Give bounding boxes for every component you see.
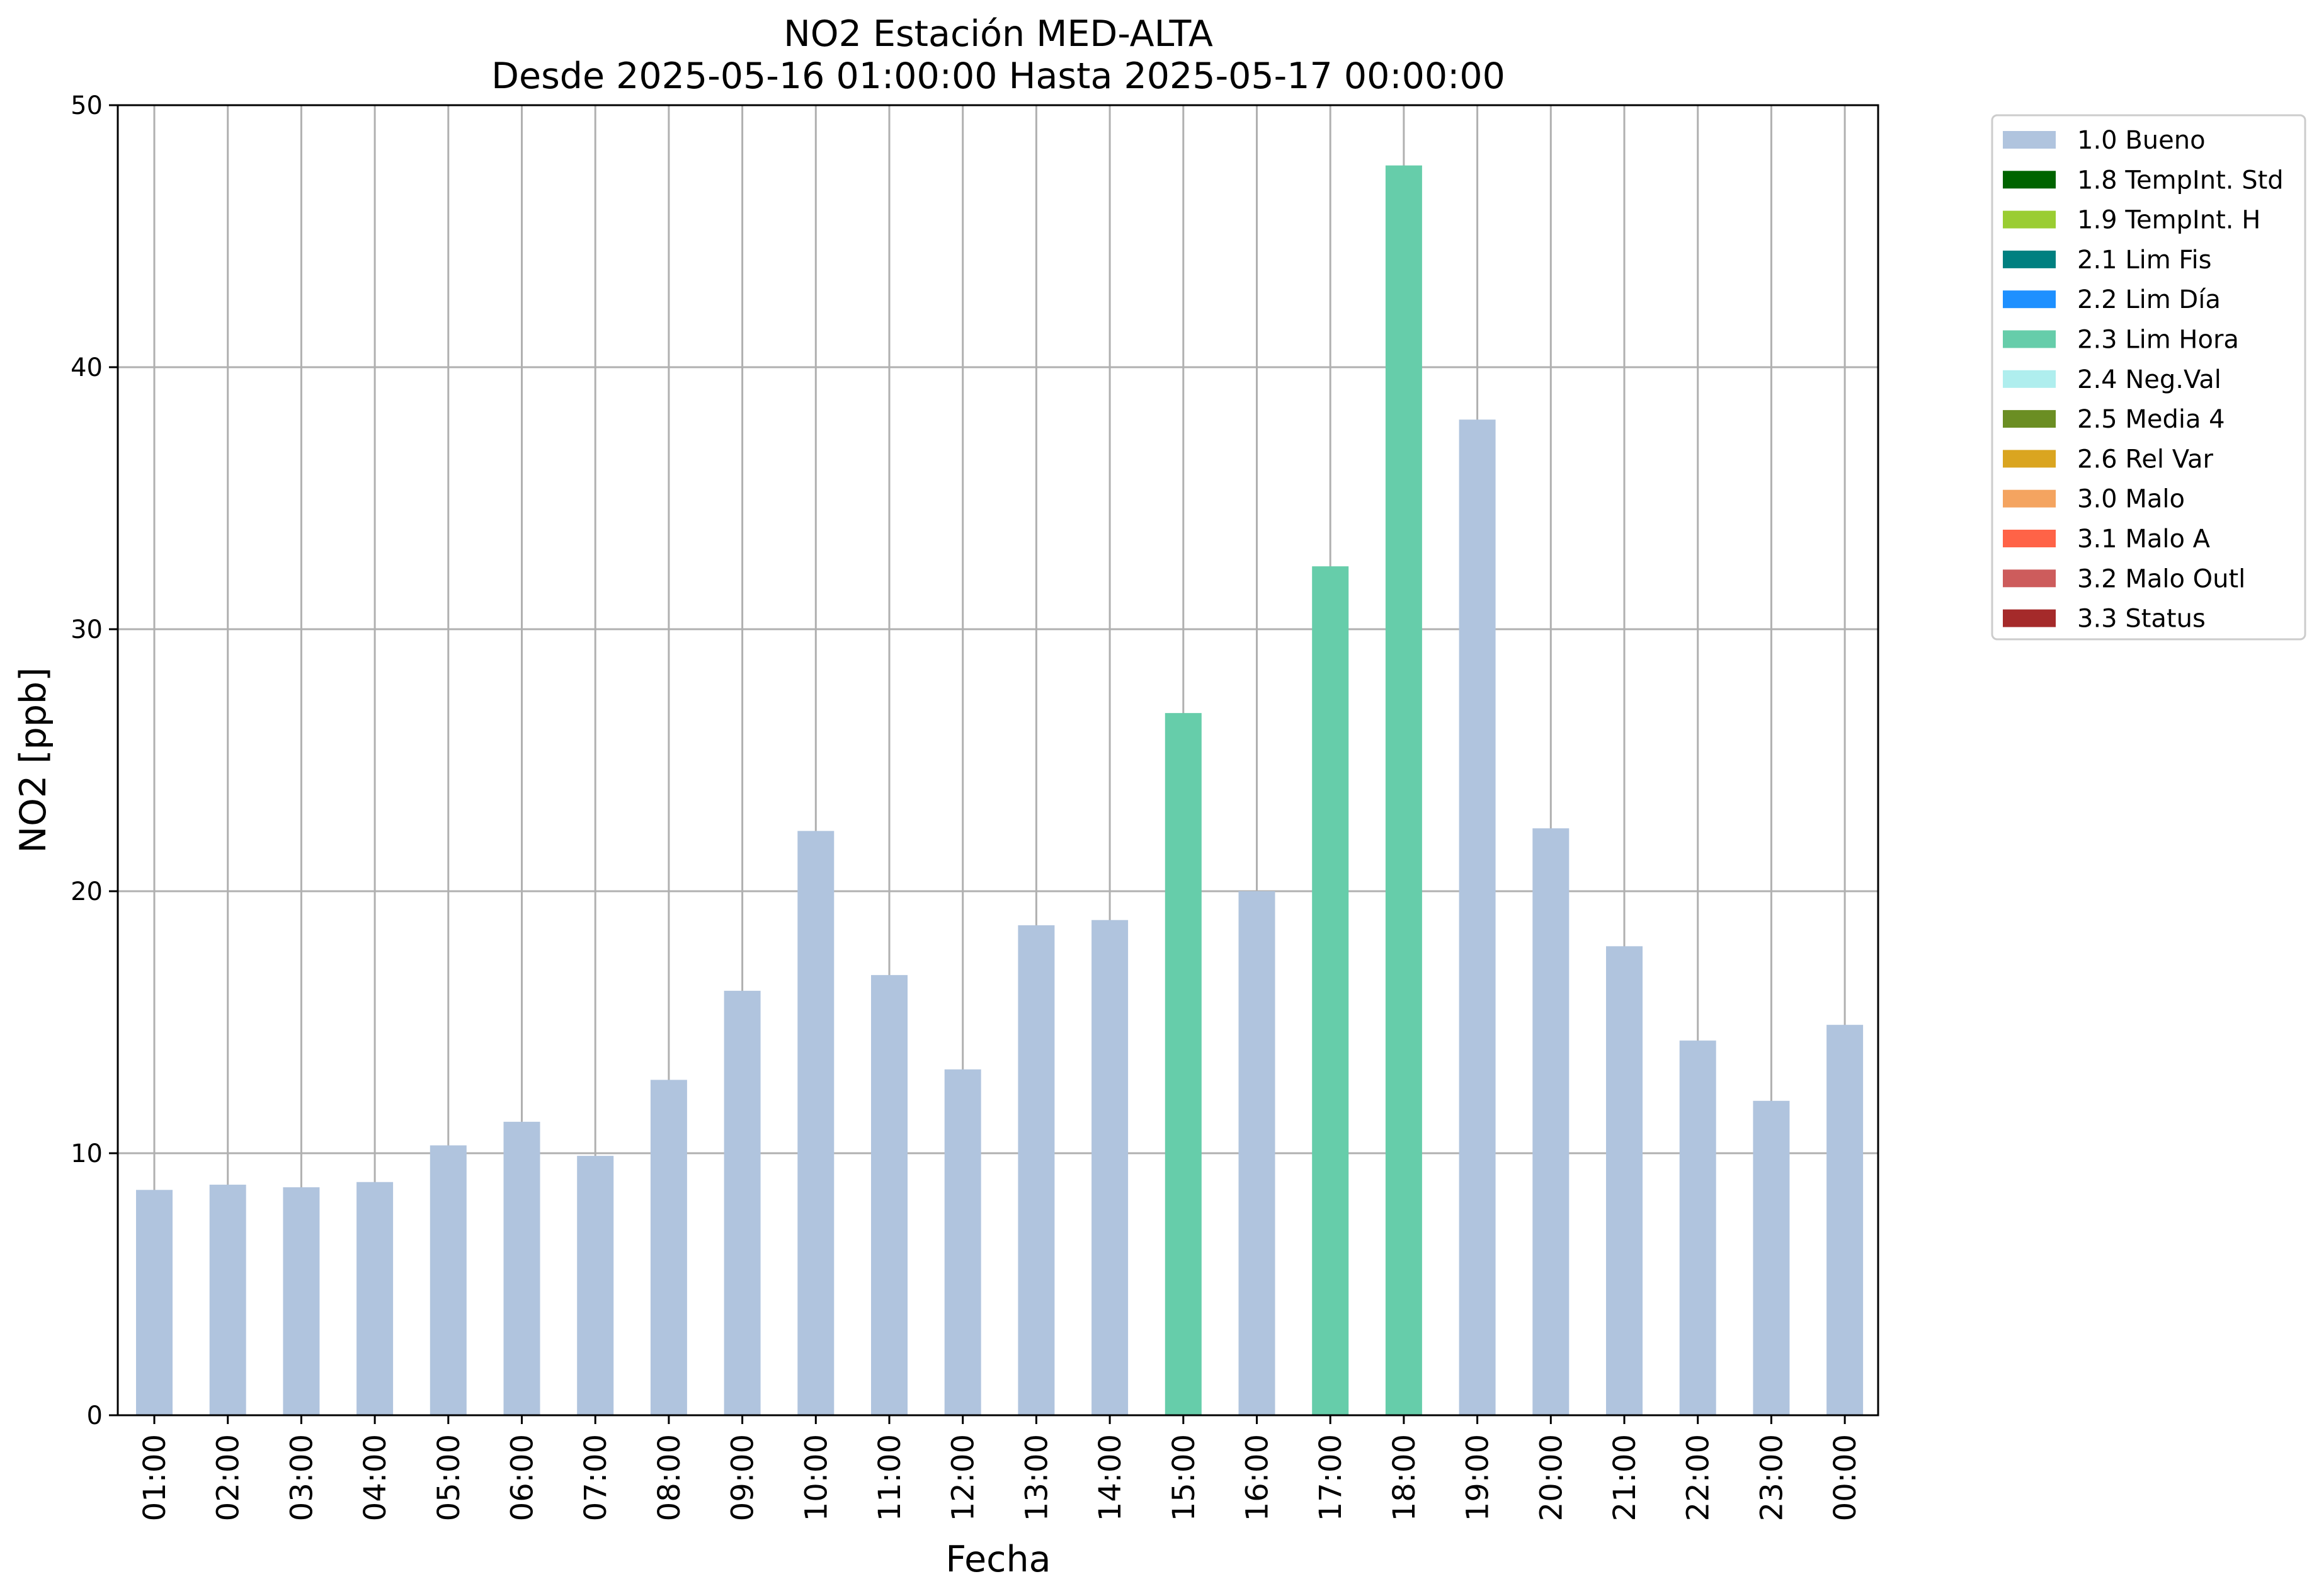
x-tick-label: 14:00 bbox=[1093, 1434, 1128, 1521]
bar-2000 bbox=[1532, 828, 1570, 1415]
y-tick-label: 50 bbox=[71, 91, 103, 120]
x-tick-label: 11:00 bbox=[872, 1434, 908, 1521]
legend-label: 3.3 Status bbox=[2077, 605, 2206, 634]
legend-label: 2.6 Rel Var bbox=[2077, 445, 2214, 474]
legend-swatch bbox=[2003, 410, 2056, 428]
bar-1800 bbox=[1385, 165, 1422, 1416]
bar-1000 bbox=[797, 831, 835, 1415]
bars bbox=[136, 165, 1864, 1416]
x-tick-label: 08:00 bbox=[652, 1434, 687, 1521]
legend-label: 2.1 Lim Fis bbox=[2077, 246, 2211, 275]
legend-swatch bbox=[2003, 450, 2056, 468]
x-tick-label: 01:00 bbox=[137, 1434, 173, 1521]
legend-frame bbox=[1991, 114, 2306, 641]
x-tick-label: 00:00 bbox=[1828, 1434, 1863, 1521]
x-tick-label: 06:00 bbox=[505, 1434, 540, 1521]
bar-0700 bbox=[577, 1156, 614, 1415]
x-axis-label: Fecha bbox=[945, 1539, 1051, 1580]
legend-label: 1.8 TempInt. Std bbox=[2077, 166, 2284, 195]
bar-1700 bbox=[1312, 566, 1349, 1416]
x-tick-label: 05:00 bbox=[431, 1434, 467, 1521]
bar-1100 bbox=[871, 975, 908, 1415]
legend-label: 3.0 Malo bbox=[2077, 485, 2185, 514]
bar-1600 bbox=[1238, 891, 1275, 1415]
legend-label: 3.1 Malo A bbox=[2077, 525, 2211, 554]
bar-1200 bbox=[944, 1069, 981, 1415]
bar-1900 bbox=[1459, 419, 1496, 1416]
legend-label: 2.2 Lim Día bbox=[2077, 285, 2221, 314]
legend-swatch bbox=[2003, 250, 2056, 268]
bar-0900 bbox=[724, 991, 761, 1415]
bar-2200 bbox=[1679, 1040, 1716, 1415]
chart-title: NO2 Estación MED-ALTA bbox=[783, 13, 1213, 55]
x-tick-label: 10:00 bbox=[799, 1434, 834, 1521]
bar-0000 bbox=[1826, 1025, 1864, 1415]
legend-label: 1.0 Bueno bbox=[2077, 126, 2206, 155]
legend-swatch bbox=[2003, 131, 2056, 149]
x-tick-label: 17:00 bbox=[1313, 1434, 1348, 1521]
bar-0300 bbox=[283, 1187, 320, 1415]
y-tick-label: 30 bbox=[71, 615, 103, 644]
x-tick-label: 21:00 bbox=[1607, 1434, 1643, 1521]
x-axis-ticks: 01:00 02:00 03:00 04:00 05:00 06:00 07:00 08:00… bbox=[137, 1415, 1863, 1521]
x-tick-label: 09:00 bbox=[726, 1434, 761, 1521]
bar-2300 bbox=[1753, 1100, 1790, 1415]
bar-0800 bbox=[650, 1080, 687, 1415]
x-tick-label: 18:00 bbox=[1387, 1434, 1422, 1521]
legend: 1.0 Bueno 1.8 TempInt. Std 1.9 TempInt. H 2… bbox=[1991, 114, 2306, 641]
x-tick-label: 13:00 bbox=[1019, 1434, 1054, 1521]
y-axis-ticks: 0 10 20 30 40 50 bbox=[71, 91, 118, 1430]
legend-swatch bbox=[2003, 171, 2056, 189]
legend-swatch bbox=[2003, 330, 2056, 348]
legend-swatch bbox=[2003, 370, 2056, 388]
bar-0400 bbox=[356, 1182, 394, 1415]
plot-area-background bbox=[118, 105, 1878, 1415]
x-tick-label: 12:00 bbox=[946, 1434, 981, 1521]
x-tick-label: 20:00 bbox=[1534, 1434, 1569, 1521]
x-tick-label: 19:00 bbox=[1461, 1434, 1496, 1521]
bar-0100 bbox=[136, 1190, 173, 1415]
y-tick-label: 0 bbox=[87, 1401, 103, 1430]
x-tick-label: 04:00 bbox=[358, 1434, 393, 1521]
bar-1300 bbox=[1018, 925, 1055, 1415]
bar-2100 bbox=[1606, 946, 1643, 1415]
plot-area-frame bbox=[117, 104, 1879, 1416]
y-tick-label: 10 bbox=[71, 1139, 103, 1168]
bar-0500 bbox=[430, 1145, 467, 1415]
chart-subtitle: Desde 2025-05-16 01:00:00 Hasta 2025-05-… bbox=[491, 55, 1505, 97]
legend-label: 2.4 Neg.Val bbox=[2077, 365, 2221, 394]
x-tick-label: 15:00 bbox=[1166, 1434, 1202, 1521]
y-tick-label: 40 bbox=[71, 353, 103, 382]
legend-swatch bbox=[2003, 489, 2056, 508]
legend-label: 3.2 Malo Outl bbox=[2077, 564, 2245, 593]
y-axis-label: NO2 [ppb] bbox=[13, 668, 54, 853]
x-tick-label: 02:00 bbox=[211, 1434, 246, 1521]
legend-label: 2.5 Media 4 bbox=[2077, 405, 2225, 434]
bar-0600 bbox=[503, 1122, 540, 1415]
legend-swatch bbox=[2003, 569, 2056, 588]
x-tick-label: 22:00 bbox=[1681, 1434, 1716, 1521]
x-tick-label: 07:00 bbox=[578, 1434, 613, 1521]
bar-1500 bbox=[1165, 713, 1202, 1415]
legend-swatch bbox=[2003, 530, 2056, 547]
x-tick-label: 03:00 bbox=[284, 1434, 319, 1521]
legend-swatch bbox=[2003, 210, 2056, 229]
x-tick-label: 23:00 bbox=[1754, 1434, 1789, 1521]
legend-swatch bbox=[2003, 290, 2056, 309]
bar-1400 bbox=[1091, 920, 1129, 1415]
bar-0200 bbox=[209, 1184, 246, 1415]
legend-label: 2.3 Lim Hora bbox=[2077, 326, 2239, 355]
y-tick-label: 20 bbox=[71, 877, 103, 906]
legend-swatch bbox=[2003, 609, 2056, 627]
legend-label: 1.9 TempInt. H bbox=[2077, 206, 2260, 235]
x-tick-label: 16:00 bbox=[1240, 1434, 1275, 1521]
